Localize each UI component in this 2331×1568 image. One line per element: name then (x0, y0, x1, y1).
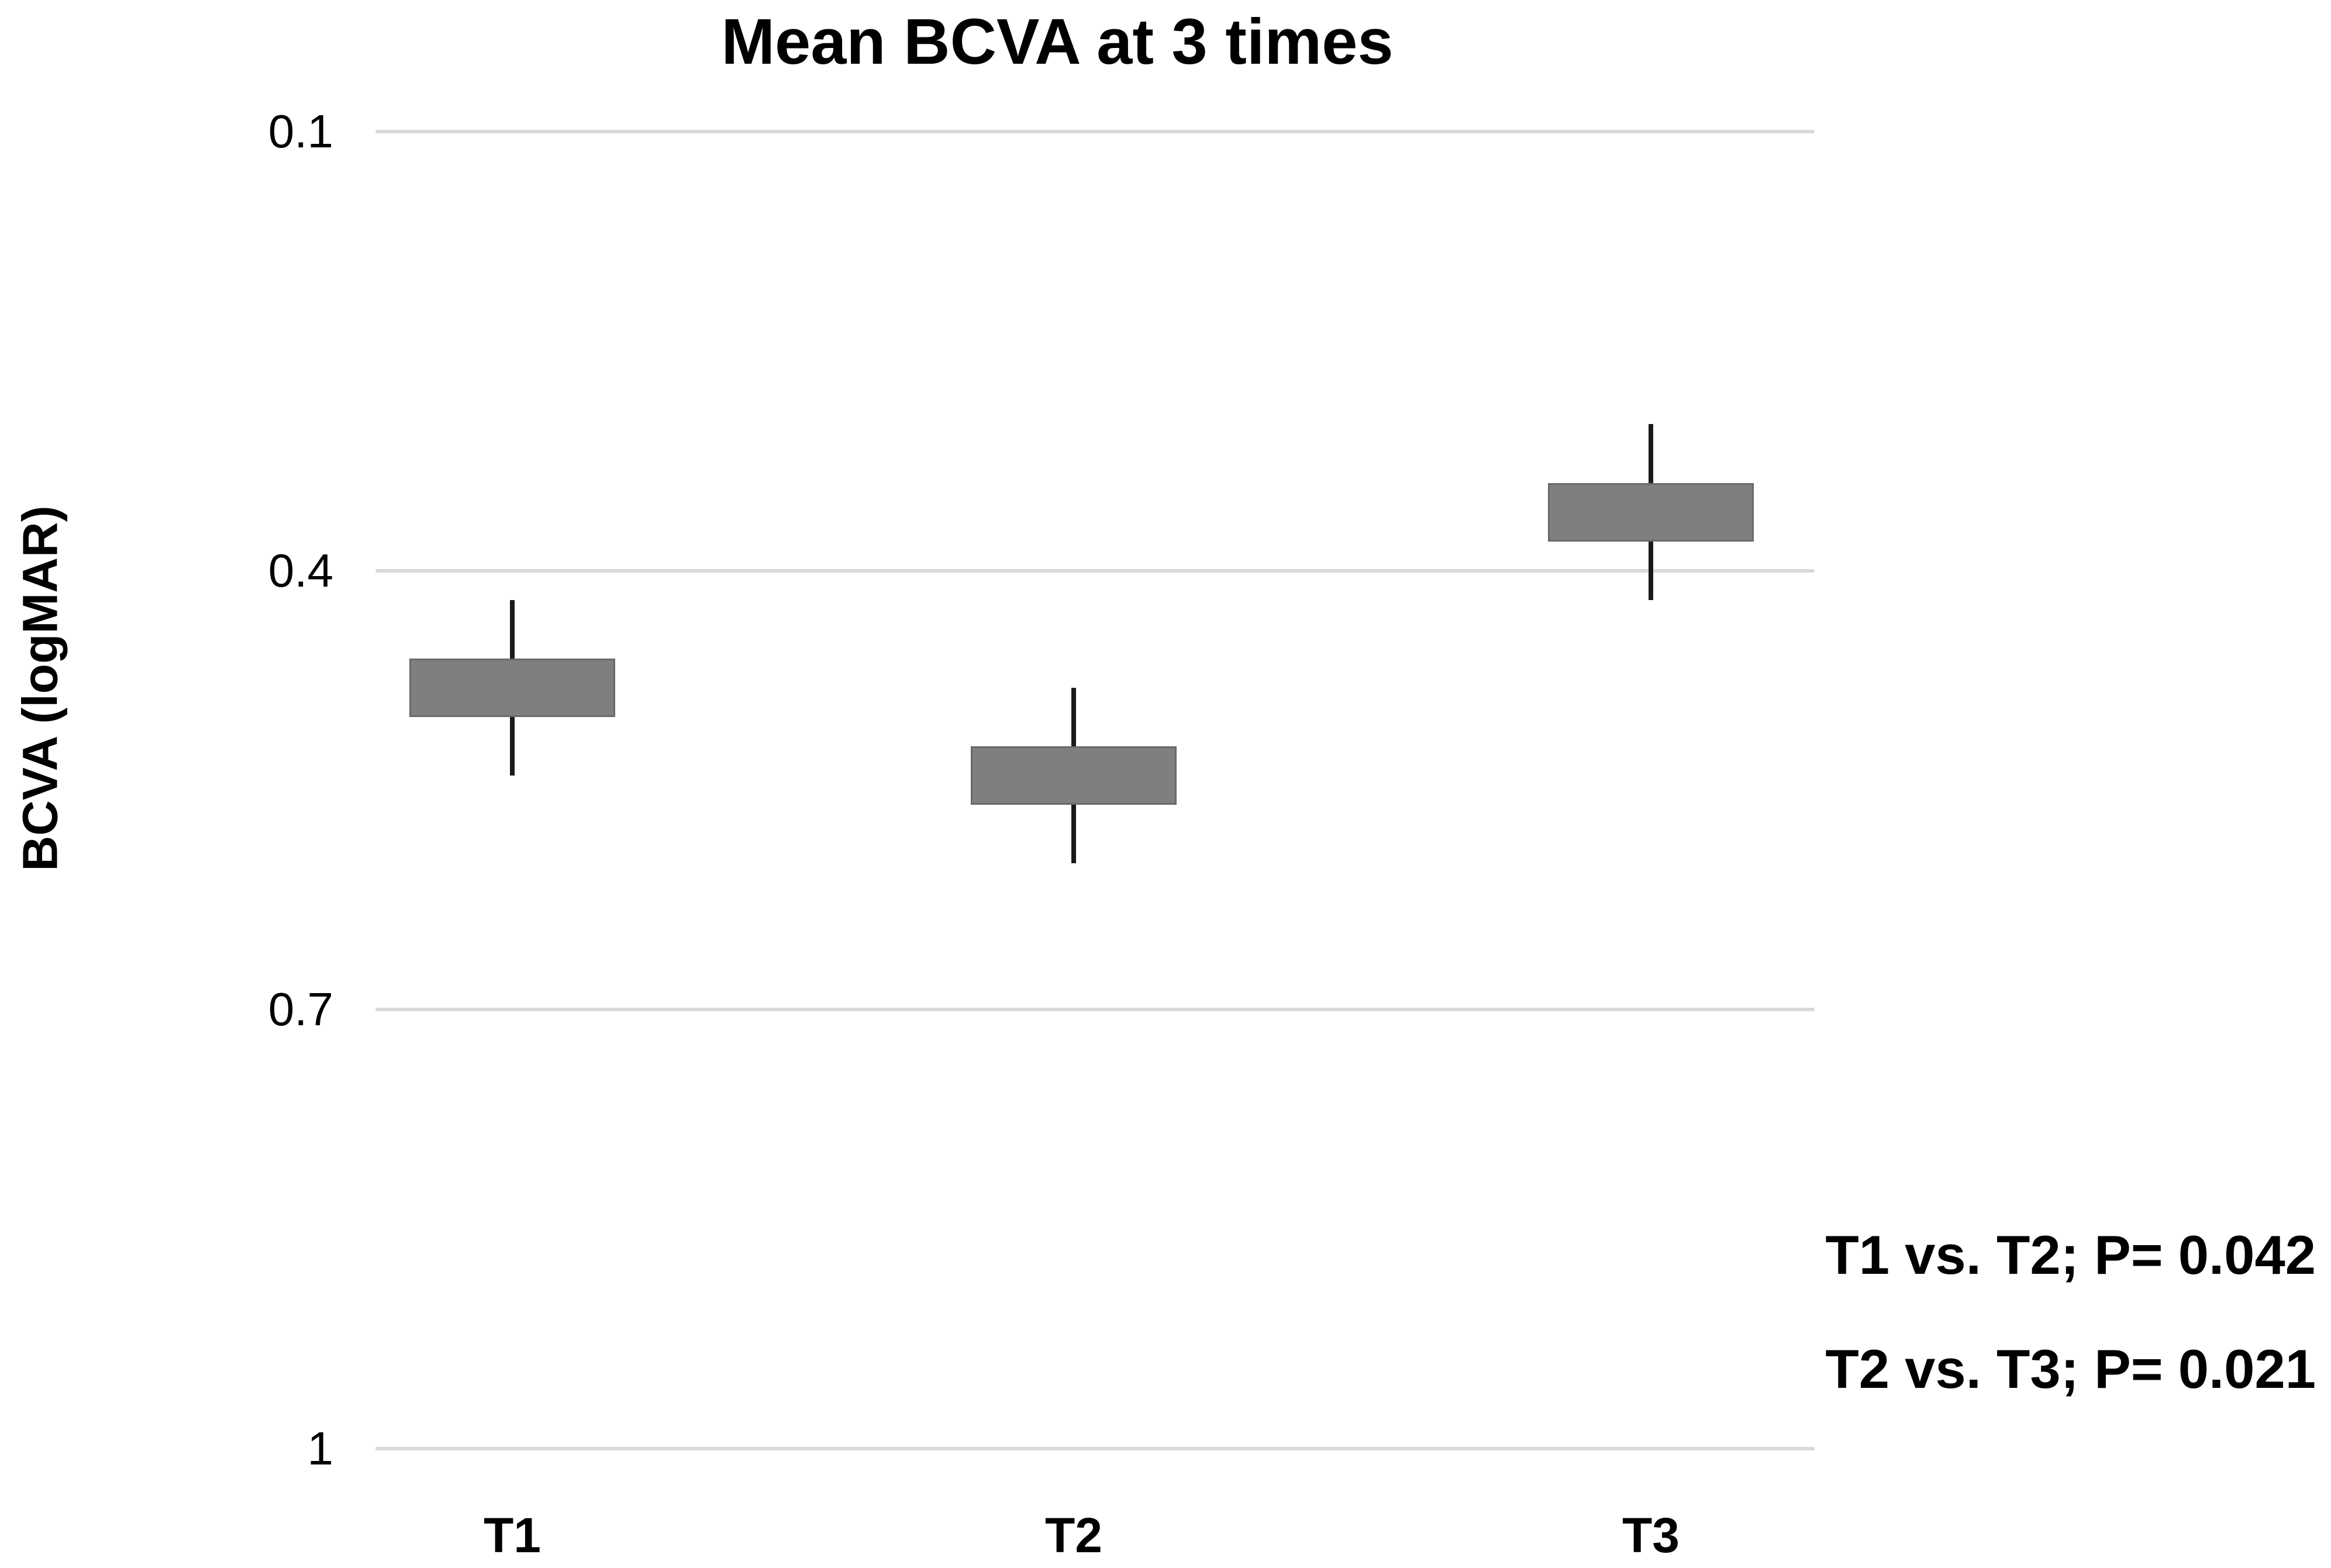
y-axis-title: BCVA (logMAR) (12, 505, 68, 871)
box-t3 (1548, 483, 1754, 542)
gridline-0.7 (375, 1008, 1815, 1012)
chart-title: Mean BCVA at 3 times (721, 6, 1394, 78)
y-tick-label-1: 1 (307, 1422, 334, 1474)
p-value-annotation-t2-t3: T2 vs. T3; P= 0.021 (1825, 1338, 2316, 1400)
x-axis-label-t2: T2 (1044, 1508, 1103, 1563)
gridline-0.4 (375, 568, 1815, 573)
x-axis-label-t3: T3 (1622, 1508, 1680, 1563)
box-t2 (971, 746, 1177, 805)
y-tick-label-0.1: 0.1 (268, 105, 333, 157)
y-tick-label-0.4: 0.4 (268, 544, 333, 597)
gridline-1 (375, 1447, 1815, 1450)
gridline-0.1 (375, 130, 1815, 133)
p-value-annotation-t1-t2: T1 vs. T2; P= 0.042 (1825, 1224, 2316, 1286)
y-tick-label-0.7: 0.7 (268, 983, 333, 1036)
box-t1 (409, 658, 615, 717)
x-axis-label-t1: T1 (483, 1508, 542, 1563)
